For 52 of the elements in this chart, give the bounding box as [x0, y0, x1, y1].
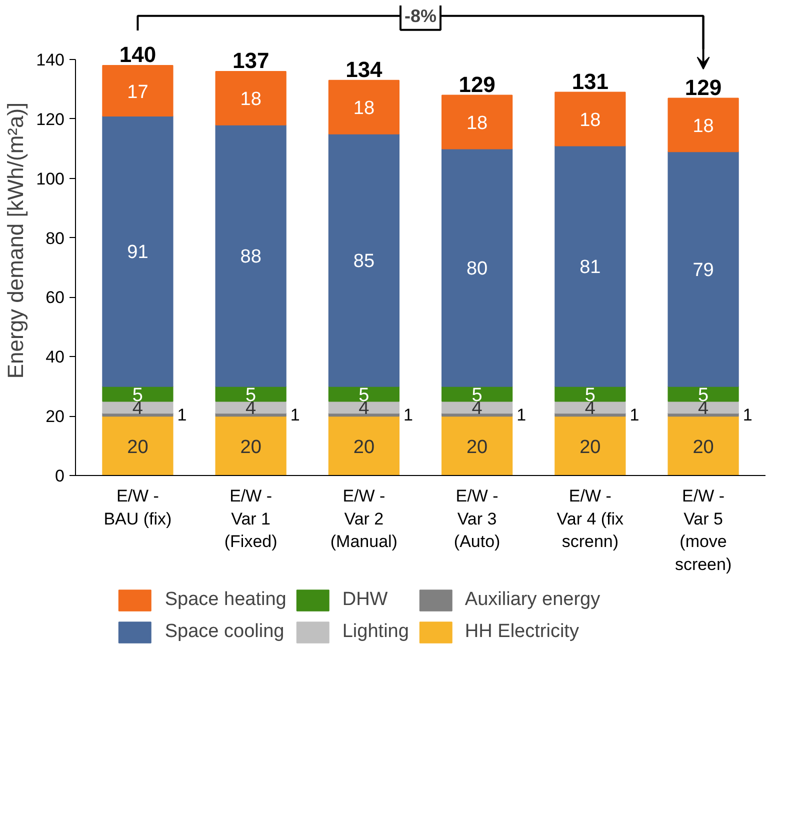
data-label: 17 — [127, 82, 148, 103]
y-tick-label: 120 — [36, 110, 65, 129]
total-label: 140 — [119, 42, 156, 68]
data-label: 20 — [127, 436, 148, 458]
data-label: 20 — [692, 436, 714, 458]
data-label: 1 — [290, 406, 300, 425]
y-tick-label: 80 — [46, 228, 65, 248]
legend-label: Lighting — [342, 621, 409, 643]
data-label: 1 — [177, 406, 187, 425]
y-tick-label: 100 — [36, 169, 65, 188]
data-label: 85 — [353, 251, 375, 272]
data-label: 18 — [240, 89, 262, 110]
x-tick-label: E/W - Var 2 (Manual) — [330, 486, 398, 552]
data-label: 88 — [240, 246, 262, 268]
data-label: 1 — [742, 406, 752, 425]
total-label: 137 — [232, 48, 270, 74]
y-tick-label: 40 — [46, 348, 65, 367]
total-label: 134 — [346, 57, 384, 82]
data-label: 20 — [466, 436, 488, 458]
legend-label: Space heating — [164, 589, 286, 611]
data-label: 18 — [353, 98, 375, 120]
data-label: 18 — [580, 110, 601, 131]
legend-label: HH Electricity — [464, 621, 579, 643]
legend-label: Space cooling — [164, 621, 284, 643]
data-label: 18 — [466, 112, 488, 134]
x-tick-label: E/W - Var 5 (move screen) — [674, 486, 732, 574]
data-label: 20 — [580, 436, 601, 458]
data-label: 1 — [630, 406, 640, 425]
data-label: 81 — [580, 257, 601, 278]
total-label: 129 — [684, 74, 722, 100]
data-label: 79 — [692, 260, 714, 282]
y-tick-label: 0 — [55, 466, 65, 486]
text: -8% — [404, 6, 437, 26]
total-label: 131 — [572, 68, 609, 94]
data-label: 20 — [240, 436, 262, 458]
y-tick-label: 140 — [36, 50, 65, 70]
data-label: 1 — [516, 406, 526, 425]
legend-label: DHW — [342, 589, 388, 611]
y-axis-title: Energy demand [kWh/(m²a)] — [3, 102, 28, 379]
x-tick-label: E/W - Var 4 (fix screnn) — [556, 486, 624, 552]
x-tick-label: E/W - Var 3 (Auto) — [454, 486, 500, 552]
data-label: 80 — [466, 258, 488, 280]
y-tick-label: 60 — [46, 288, 65, 308]
data-label: 20 — [353, 436, 375, 458]
x-tick-label: E/W - BAU (fix) — [104, 486, 172, 528]
data-label: 18 — [692, 116, 714, 137]
x-tick-label: E/W - Var 1 (Fixed) — [224, 486, 278, 552]
y-tick-label: 20 — [46, 407, 65, 426]
data-label: 91 — [127, 242, 148, 264]
total-label: 129 — [458, 72, 496, 97]
data-label: 1 — [404, 406, 413, 425]
legend-label: Auxiliary energy — [464, 589, 600, 611]
